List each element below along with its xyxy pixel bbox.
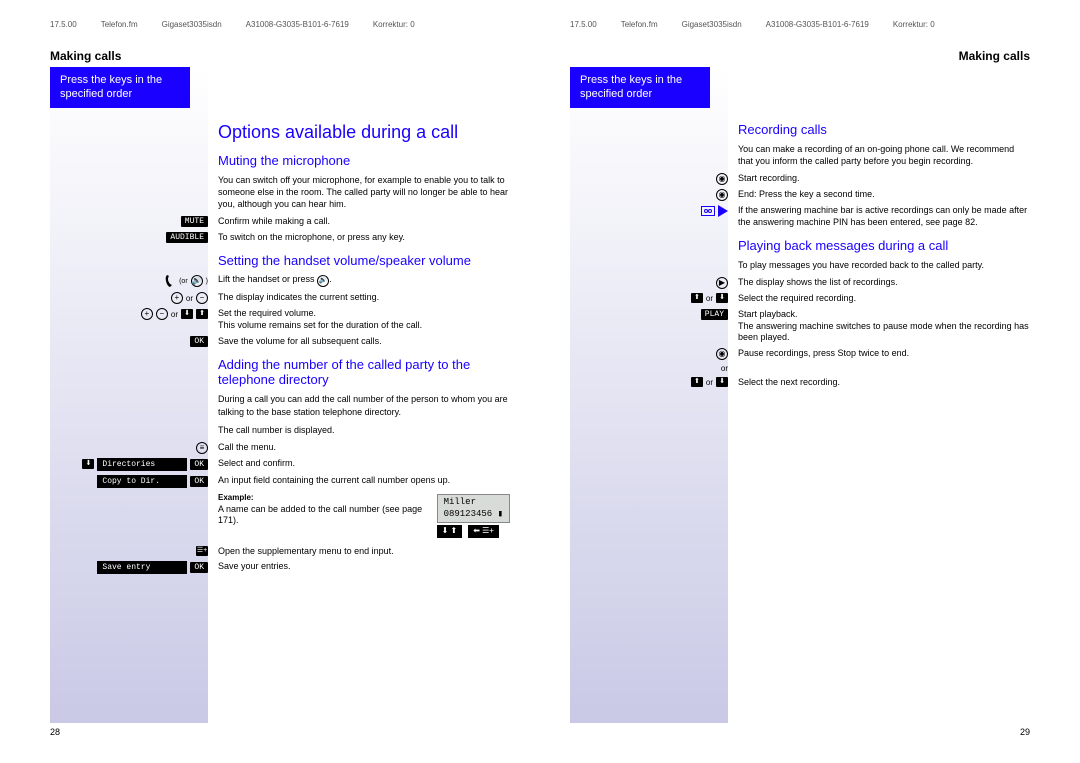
section-title: Making calls [50, 49, 510, 63]
up-icon: ⬆ [691, 293, 703, 303]
ok-pill2: OK [190, 459, 208, 470]
body-recording: You can make a recording of an on-going … [738, 143, 1030, 167]
body-playback: To play messages you have recorded back … [738, 259, 1030, 271]
audible-desc: To switch on the microphone, or press an… [218, 232, 510, 244]
plus-icon: + [171, 292, 183, 304]
saveentry-pill: Save entry [97, 561, 187, 574]
play-icon: ▶ [716, 277, 728, 289]
ok-pill4: OK [190, 562, 208, 573]
page-number-right: 29 [1020, 727, 1030, 737]
startrec-desc: Start recording. [738, 173, 1030, 185]
plus-icon2: + [141, 308, 153, 320]
sub-volume: Setting the handset volume/speaker volum… [218, 253, 510, 268]
note-recording: If the answering machine bar is active r… [738, 205, 1030, 228]
section-title-r: Making calls [570, 49, 1030, 63]
saveentry-desc: Save your entries. [218, 561, 510, 573]
mute-pill: MUTE [181, 216, 208, 227]
sub-recording: Recording calls [738, 122, 1030, 137]
selconf-desc: Select and confirm. [218, 458, 510, 470]
header-right: 17.5.00 Telefon.fm Gigaset3035isdn A3100… [570, 20, 1030, 29]
copytodir-pill: Copy to Dir. [97, 475, 187, 488]
lift-desc: Lift the handset or press [218, 274, 315, 284]
sub-muting: Muting the microphone [218, 153, 510, 168]
example-text: A name can be added to the call number (… [218, 504, 422, 526]
startplay-desc: Start playback. [738, 309, 798, 319]
selrec-desc: Select the required recording. [738, 293, 1030, 305]
speaker-icon2: 🔊 [317, 275, 329, 287]
pause-desc: The answering machine switches to pause … [738, 321, 1029, 343]
mute-desc: Confirm while making a call. [218, 216, 510, 228]
speaker-icon: 🔊 [191, 275, 203, 287]
blue-arrow-icon [718, 205, 728, 217]
callnum-disp: The call number is displayed. [218, 424, 510, 436]
down-icon2: ⬇ [716, 377, 728, 387]
or-label: or [721, 364, 728, 373]
minus-icon2: − [156, 308, 168, 320]
callmenu-desc: Call the menu. [218, 442, 510, 454]
audible-pill: AUDIBLE [166, 232, 208, 243]
savevol-desc: Save the volume for all subsequent calls… [218, 336, 510, 348]
blue-instruction-box-r: Press the keys in the specified order [570, 67, 710, 108]
endrec-desc: End: Press the key a second time. [738, 189, 1030, 201]
record-icon: ◉ [716, 173, 728, 185]
record-icon2: ◉ [716, 189, 728, 201]
example-label: Example: [218, 493, 254, 502]
play-pill: PLAY [701, 309, 728, 320]
lcd-display: Miller089123456 ▮ ⬇ ⬆⬅ ☰+ [437, 492, 510, 538]
chapter-title: Options available during a call [218, 122, 510, 143]
display-desc: The display indicates the current settin… [218, 292, 510, 304]
handset-icon [164, 274, 176, 288]
ok-pill: OK [190, 336, 208, 347]
minus-icon: − [196, 292, 208, 304]
sub-adding: Adding the number of the called party to… [218, 357, 510, 387]
body-adding: During a call you can add the call numbe… [218, 393, 510, 417]
header-left: 17.5.00 Telefon.fm Gigaset3035isdn A3100… [50, 20, 510, 29]
inputfield-desc: An input field containing the current ca… [218, 475, 510, 487]
suppmenu-desc: Open the supplementary menu to end input… [218, 546, 510, 558]
selnext-desc: Select the next recording. [738, 377, 1030, 389]
blue-instruction-box: Press the keys in the specified order [50, 67, 190, 108]
tape-icon [701, 206, 715, 216]
arrow-down-icon: ⬇ [82, 459, 94, 469]
list-desc: The display shows the list of recordings… [738, 277, 1030, 289]
arrow-up-btn: ⬆ [196, 309, 208, 319]
arrow-down-btn: ⬇ [181, 309, 193, 319]
body-muting: You can switch off your microphone, for … [218, 174, 510, 210]
sub-playback: Playing back messages during a call [738, 238, 1030, 253]
setvol-desc: Set the required volume. [218, 308, 316, 318]
pauserec-desc: Pause recordings, press Stop twice to en… [738, 348, 1030, 360]
setvol-desc2: This volume remains set for the duration… [218, 320, 422, 330]
up-icon2: ⬆ [691, 377, 703, 387]
suppmenu-icon: ☰+ [196, 546, 208, 556]
menu-icon: ≡ [196, 442, 208, 454]
record-icon3: ◉ [716, 348, 728, 360]
page-number-left: 28 [50, 727, 60, 737]
directories-pill: Directories [97, 458, 187, 471]
down-icon: ⬇ [716, 293, 728, 303]
ok-pill3: OK [190, 476, 208, 487]
